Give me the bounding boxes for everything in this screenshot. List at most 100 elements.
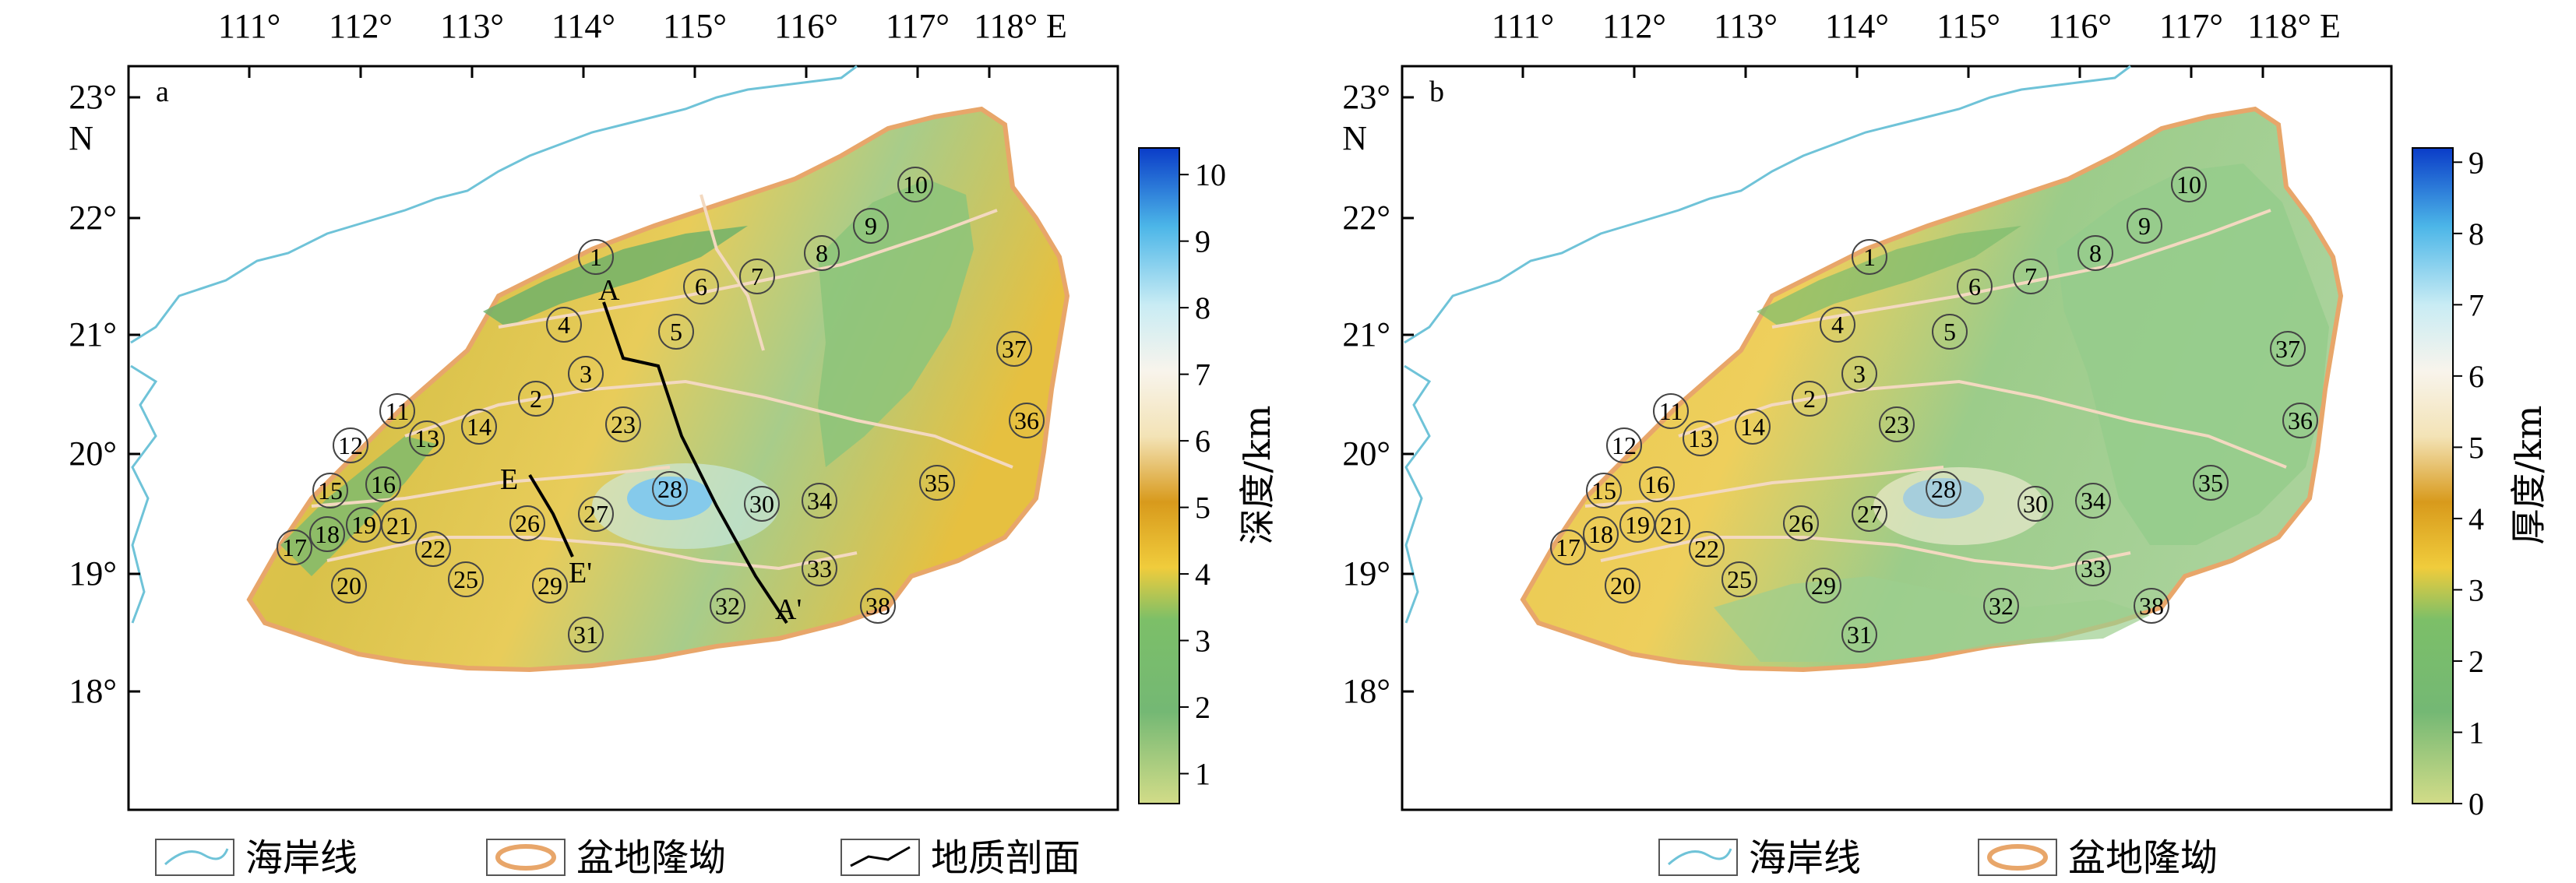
basin-number-circle: [1852, 496, 1887, 532]
basin-number-circle: [1654, 508, 1690, 544]
lat-tick-label: 20°: [1342, 434, 1390, 473]
basin-number-circle: [1792, 381, 1827, 417]
svg-text:海岸线: 海岸线: [245, 836, 358, 880]
basin-number-circle: [860, 588, 896, 624]
legend-item-basin-boundary: 盆地隆坳: [1978, 836, 2218, 880]
colorbar-tick-label: 7: [1195, 357, 1210, 392]
basin-number: 26: [1788, 509, 1813, 537]
basin-number: 22: [1694, 535, 1719, 563]
basin-number: 9: [2138, 212, 2151, 240]
basin-number-circle: [546, 307, 582, 343]
lat-tick-label: 23°: [1342, 78, 1390, 116]
colorbar-title: 深度/km: [1236, 406, 1278, 545]
colorbar-tick-label: 8: [1195, 290, 1210, 325]
basin-number-circle: [331, 568, 367, 603]
legend-a: 海岸线 盆地隆坳 地质剖面: [155, 836, 1080, 880]
colorbar-tick-label: 6: [2469, 359, 2484, 394]
basin-number: 1: [1863, 243, 1876, 271]
sub-basin-boundaries: [311, 194, 1013, 571]
basin-number-circle: [1983, 588, 2019, 624]
basin-number-circle: [415, 531, 451, 567]
basin-number-circle: [2282, 403, 2318, 438]
colorbar-tick-label: 4: [1195, 557, 1210, 592]
colorbar-tick-label: 2: [2469, 644, 2484, 679]
shelf-zone-green: [483, 226, 748, 327]
panel-label: a: [156, 76, 169, 108]
colorbar-tick-label: 6: [1195, 424, 1210, 459]
colorbar: [2412, 147, 2454, 804]
profile-a-a: [602, 301, 788, 624]
lat-tick-label: 19°: [1342, 554, 1390, 593]
lat-tick-label: 22°: [69, 199, 117, 237]
basin-number: 14: [1740, 413, 1765, 441]
colorbar-tick-label: 2: [1195, 690, 1210, 725]
colorbar-tick-label: 0: [2469, 786, 2484, 821]
basin-number: 12: [1612, 431, 1637, 459]
basin-number: 22: [421, 535, 446, 563]
basin-number-circle: [802, 551, 837, 586]
west-zone-green: [280, 436, 436, 576]
basin-number-circle: [853, 208, 889, 244]
basin-number: 8: [816, 239, 828, 267]
basin-number: 2: [530, 385, 542, 413]
basin-number: 4: [558, 311, 570, 339]
basin-number: 20: [337, 572, 361, 600]
lon-tick-label: 117°: [2159, 7, 2223, 45]
basin-number: 35: [2198, 469, 2223, 497]
basin-number: 15: [318, 477, 343, 505]
basin-number-circle: [2171, 167, 2207, 202]
axis-ticks: 111° 112° 113° 114° 115° 116° 117° 118° E23°N22…: [1342, 7, 2341, 710]
basin-number-circle: [2134, 588, 2169, 624]
colorbar-tick-label: 3: [1195, 624, 1210, 659]
basin-number: 7: [751, 262, 763, 290]
profile-a-start-label: A: [598, 274, 620, 307]
basin-number-circle: [1852, 239, 1887, 275]
lon-tick-label: 118° E: [974, 7, 1067, 45]
lon-tick-label: 116°: [2048, 7, 2112, 45]
basin-number-circle: [568, 356, 604, 392]
basin-number-circle: [658, 314, 694, 350]
lon-tick-label: 115°: [1936, 7, 2000, 45]
lon-tick-label: 114°: [551, 7, 615, 45]
basin-number: 16: [1644, 470, 1669, 498]
basin-number: 36: [2288, 406, 2313, 434]
lon-tick-label: 118° E: [2247, 7, 2341, 45]
basin-number-circle: [1735, 409, 1771, 445]
lon-tick-label: 113°: [1714, 7, 1778, 45]
colorbar-tick-label: 10: [1195, 157, 1226, 192]
basin-number-circle: [532, 568, 568, 603]
lat-tick-label: 23°: [69, 78, 117, 116]
coastline: [1404, 65, 2131, 624]
basin-number: 37: [1002, 335, 1027, 363]
basin-number: 30: [2023, 490, 2048, 518]
profile-lines: A A' E E': [500, 274, 802, 626]
basin-number-circle: [379, 393, 415, 429]
basin-number-circle: [683, 269, 719, 304]
basin-number: 5: [1943, 318, 1956, 346]
basin-number: 27: [583, 500, 608, 528]
basin-number-circle: [518, 381, 554, 417]
shelf-zone-green: [1757, 226, 2021, 327]
basin-number-circle: [1783, 505, 1819, 541]
basin-number: 10: [903, 171, 928, 199]
legend-item-basin-boundary: 盆地隆坳: [486, 836, 726, 880]
basin-number-circle: [996, 331, 1032, 367]
basin-number: 2: [1803, 385, 1816, 413]
colorbar-tick-label: 3: [2469, 572, 2484, 607]
basin-number-circle: [1619, 507, 1655, 543]
colorbar-tick-label: 4: [2469, 501, 2484, 536]
lon-tick-label: 111°: [218, 7, 280, 45]
basin-number-circle: [2017, 486, 2053, 522]
basin-number: 17: [282, 533, 307, 561]
profile-e-end-label: E': [569, 557, 592, 589]
colorbar-tick-label: 9: [2469, 145, 2484, 180]
legend-item-coastline: 海岸线: [155, 836, 358, 880]
basin-number-circle: [448, 561, 484, 597]
basin-number-circle: [802, 483, 837, 519]
basin-number-circle: [1653, 393, 1689, 429]
lat-tick-label: N: [1342, 119, 1367, 157]
basin-number: 7: [2025, 262, 2037, 290]
basin-number-circle: [739, 259, 775, 294]
